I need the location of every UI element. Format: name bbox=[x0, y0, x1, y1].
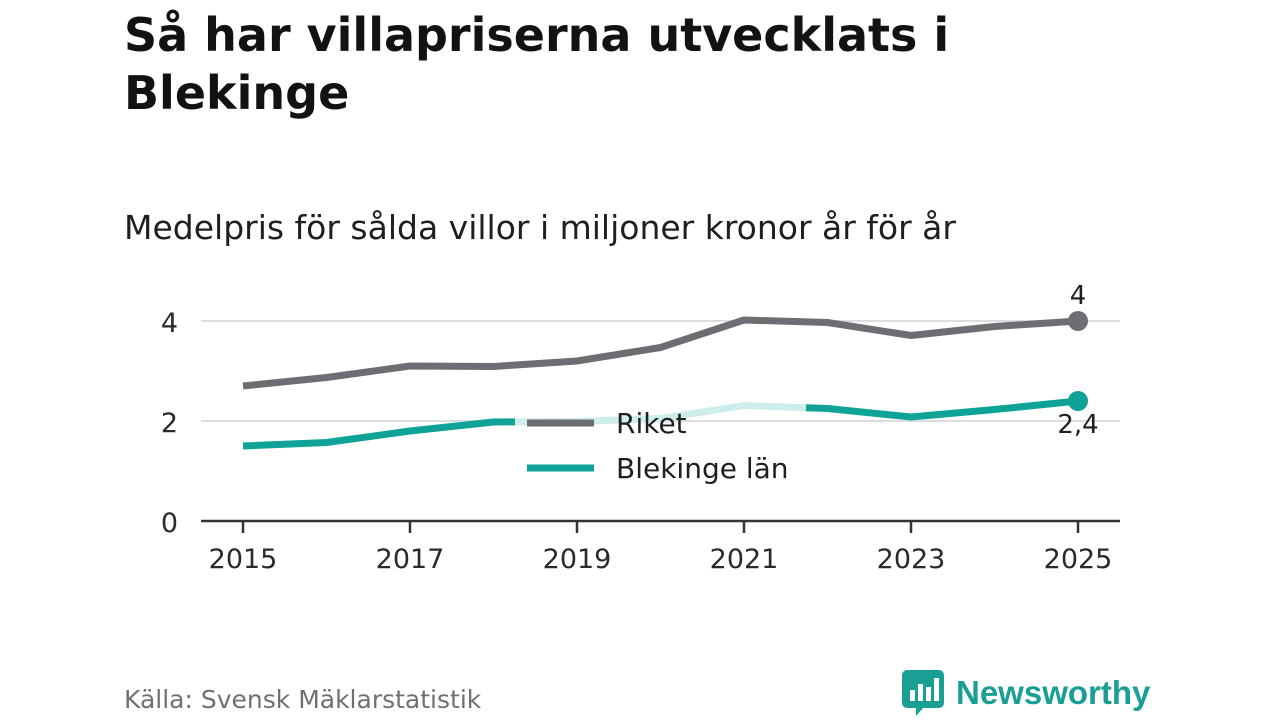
x-tick-label: 2023 bbox=[877, 544, 946, 575]
y-tick-label: 2 bbox=[161, 408, 178, 439]
y-axis-labels: 0 2 4 bbox=[161, 308, 178, 539]
x-tick-label: 2019 bbox=[543, 544, 612, 575]
data-label-blekinge: 2,4 bbox=[1057, 410, 1098, 440]
x-tick-label: 2017 bbox=[376, 544, 445, 575]
legend: Riket Blekinge län bbox=[527, 407, 789, 485]
line-chart: 2015 2017 2019 2021 2023 2025 0 2 4 Riket Blekin… bbox=[161, 281, 1120, 575]
newsworthy-logo: Newsworthy bbox=[902, 670, 1150, 716]
endpoint-markers: 42,4 bbox=[1057, 281, 1098, 440]
chart-title: Så har villapriserna utvecklats i Blekin… bbox=[124, 8, 950, 120]
legend-label: Blekinge län bbox=[616, 452, 789, 485]
x-tick-label: 2015 bbox=[209, 544, 278, 575]
gridlines bbox=[201, 320, 1120, 422]
chart-subtitle: Medelpris för sålda villor i miljoner kr… bbox=[124, 208, 956, 247]
y-tick-label: 4 bbox=[161, 308, 178, 339]
data-label-riket: 4 bbox=[1070, 281, 1087, 311]
series-line-blekinge bbox=[805, 397, 1079, 421]
series-line-riket bbox=[242, 316, 1079, 390]
series-line-blekinge bbox=[242, 418, 516, 450]
y-tick-label: 0 bbox=[161, 508, 178, 539]
x-axis: 2015 2017 2019 2021 2023 2025 bbox=[201, 519, 1120, 575]
x-tick-label: 2021 bbox=[710, 544, 779, 575]
endpoint-blekinge bbox=[1068, 391, 1088, 411]
legend-label: Riket bbox=[616, 407, 687, 440]
endpoint-riket bbox=[1068, 311, 1088, 331]
x-tick-label: 2025 bbox=[1044, 544, 1113, 575]
newsworthy-logo-icon bbox=[902, 670, 944, 716]
logo-text: Newsworthy bbox=[956, 674, 1151, 711]
source-note: Källa: Svensk Mäklarstatistik bbox=[124, 685, 482, 714]
